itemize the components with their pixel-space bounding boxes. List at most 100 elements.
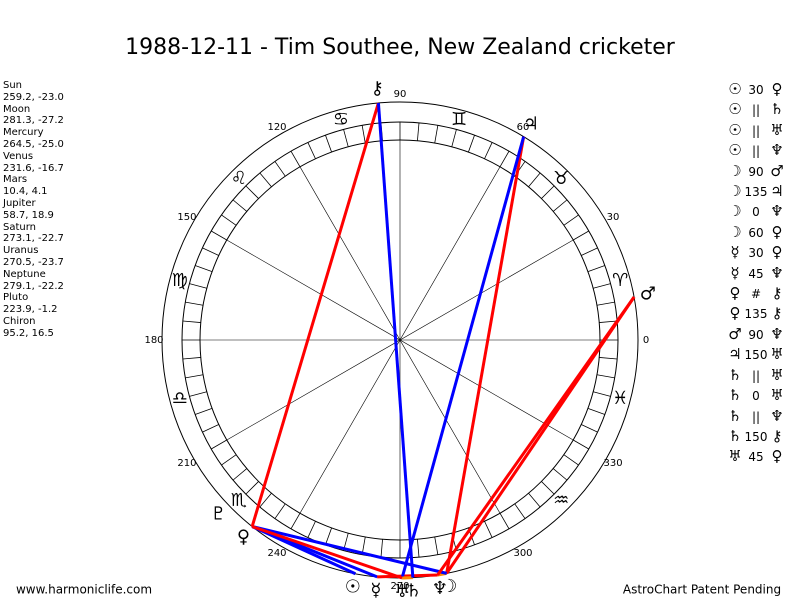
aspect-part: 0 — [752, 389, 760, 404]
ring-tick — [581, 247, 598, 256]
planet-glyph: ⚷ — [371, 78, 384, 99]
planet-glyph: ♄ — [406, 581, 422, 600]
aspect-line — [400, 136, 526, 579]
sign-glyph: ♓ — [612, 388, 628, 409]
planet-glyph: ♂ — [640, 284, 656, 305]
planet-glyph: ♀ — [237, 526, 250, 547]
footer-right: AstroChart Patent Pending — [623, 583, 781, 597]
ring-tick — [232, 199, 248, 212]
aspect-part: ☿ — [730, 263, 740, 282]
ring-tick — [599, 320, 618, 323]
aspect-part: 60 — [748, 225, 764, 240]
ring-ticks — [182, 122, 618, 558]
ring-tick — [514, 503, 526, 519]
degree-label: 30 — [607, 212, 620, 223]
ring-tick — [552, 468, 568, 481]
aspect-row: ☽ 0 ♆ — [727, 202, 785, 222]
aspect-part: 90 — [748, 327, 764, 342]
aspect-part: 135 — [744, 307, 768, 322]
aspect-part: ☉ — [728, 100, 742, 119]
planet-glyph: ♆ — [432, 578, 448, 599]
aspect-part: ♀ — [771, 222, 783, 241]
aspect-part: ♄ — [728, 386, 742, 405]
aspect-part: ♆ — [770, 141, 784, 160]
degree-label: 240 — [267, 548, 286, 559]
planet-list: Sun 259.2, -23.0 Moon 281.3, -27.2 Mercury 26… — [3, 80, 64, 340]
ring-tick — [434, 536, 439, 555]
ring-tick — [563, 214, 579, 226]
ring-tick — [593, 283, 611, 289]
aspect-list: ☉ 30 ♀ ☉ || ♄ ☉ || ♅ ☉ || ♆ ☽ 90 ♂ ☽ 135 ♃ ☽ 0 ♆ ☽ 60 ♀ ☿ 30 ♀ ☿ 45 ♆… — [727, 80, 785, 468]
ring-tick — [343, 129, 349, 147]
ring-tick — [499, 513, 510, 529]
aspect-row: ♄ 0 ♅ — [727, 386, 785, 406]
planet-name: Uranus — [3, 245, 39, 257]
ring-tick — [195, 408, 213, 415]
aspect-line — [377, 573, 438, 579]
aspect-line — [250, 102, 380, 527]
planet-name: Pluto — [3, 292, 29, 304]
title: 1988-12-11 - Tim Southee, New Zealand cr… — [125, 35, 676, 60]
ring-tick — [185, 374, 204, 379]
ring-tick — [221, 454, 237, 466]
planet-name: Moon — [3, 103, 31, 115]
aspect-part: ♀ — [729, 284, 741, 303]
aspect-part: 135 — [744, 185, 768, 200]
ring-tick — [325, 135, 332, 153]
aspect-row: ☿ 30 ♀ — [727, 243, 785, 263]
planet-name: Mars — [3, 174, 28, 186]
aspect-part: ⚷ — [771, 426, 783, 445]
sign-glyph: ♍ — [172, 270, 188, 291]
aspect-part: ☉ — [728, 141, 742, 160]
aspect-part: ☽ — [728, 202, 742, 221]
planet-coords: 231.6, -16.7 — [3, 162, 64, 174]
aspect-part: || — [751, 103, 761, 118]
aspect-row: ☉ || ♅ — [727, 121, 785, 141]
planet-name: Mercury — [3, 127, 44, 139]
aspect-part: ⚷ — [771, 304, 783, 323]
ring-tick — [202, 247, 219, 256]
aspect-part: ♀ — [729, 304, 741, 323]
degree-label: 60 — [517, 122, 530, 133]
ring-tick — [182, 320, 201, 323]
aspect-row: ☉ || ♆ — [727, 141, 785, 161]
degree-label: 330 — [603, 458, 622, 469]
aspect-part: 150 — [744, 348, 768, 363]
aspect-part: ☽ — [728, 161, 742, 180]
planet-glyph: ☽ — [441, 576, 457, 597]
aspect-part: ♅ — [770, 120, 784, 139]
degree-label: 90 — [394, 89, 407, 100]
ring-tick — [189, 391, 207, 397]
sign-glyph: ♌ — [231, 168, 247, 189]
aspect-row: ☿ 45 ♆ — [727, 264, 785, 284]
aspect-part: 90 — [748, 164, 764, 179]
aspect-part: ♆ — [770, 406, 784, 425]
ring-tick — [211, 439, 227, 450]
planet-name: Sun — [3, 80, 23, 91]
aspect-part: ♆ — [770, 324, 784, 343]
ring-tick — [528, 492, 541, 508]
ring-tick — [573, 230, 589, 241]
ring-tick — [434, 125, 439, 144]
aspect-part: ♄ — [728, 406, 742, 425]
sign-glyph: ♏ — [231, 490, 247, 511]
aspect-part: ♅ — [728, 447, 742, 466]
aspect-row: ♅ 45 ♀ — [727, 447, 785, 467]
spokes — [200, 140, 600, 540]
sign-glyph: ♒ — [553, 490, 569, 511]
aspect-part: ♄ — [728, 426, 742, 445]
labels: 0 30 60 90 120 150 180 210 240 270 300 330 ♈ ♉ ♊ ♋ ♌ ♍ ♎ ♏ ♒… — [144, 78, 655, 600]
sign-glyph: ♈ — [612, 270, 628, 291]
ring-tick — [593, 391, 611, 397]
ring-tick — [202, 424, 219, 433]
planet-glyph: ♃ — [523, 114, 539, 135]
ring-tick — [290, 513, 301, 529]
ring-tick — [581, 424, 598, 433]
aspect-part: ⚷ — [771, 284, 783, 303]
planet-name: Neptune — [3, 268, 46, 280]
aspect-part: ♅ — [770, 345, 784, 364]
aspect-part: ♃ — [728, 345, 742, 364]
planet-name: Jupiter — [3, 197, 36, 209]
sign-glyph: ♊ — [451, 109, 467, 130]
aspect-part: || — [751, 409, 761, 424]
